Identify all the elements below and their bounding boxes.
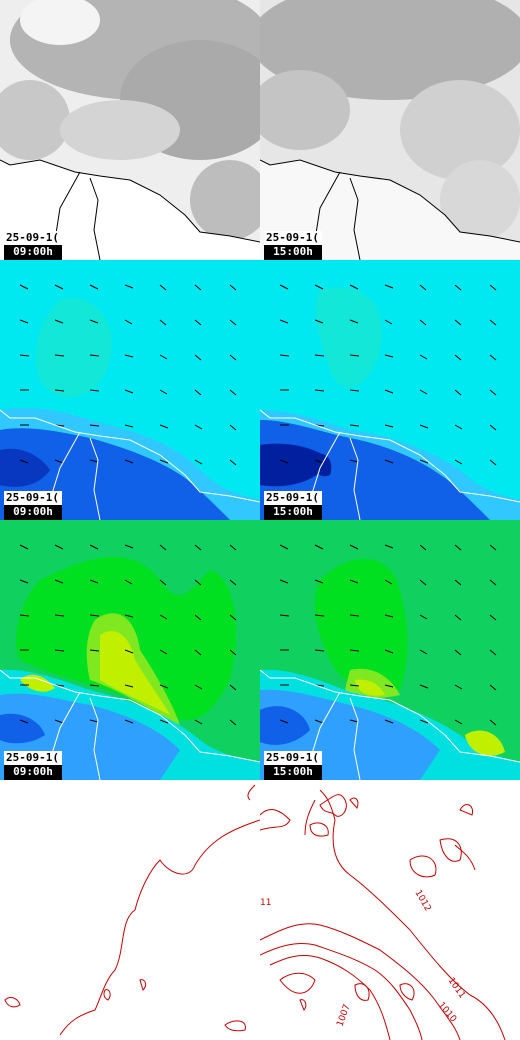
isobar-lines: [260, 789, 506, 1040]
date-label: 25-09-1(: [4, 231, 62, 245]
isobar-map: 11 1012 1011 1010 1007: [260, 780, 520, 1040]
date-label: 25-09-1(: [4, 751, 62, 765]
date-label: 25-09-1(: [264, 491, 322, 505]
time-label: 09:00h: [4, 765, 62, 780]
timestamp: 25-09-1( 09:00h: [4, 751, 62, 780]
time-label: 09:00h: [4, 505, 62, 520]
temp-panel-1500: 25-09-1( 15:00h: [260, 520, 520, 780]
wind-map: [0, 260, 260, 520]
cloud-panel-1500: 25-09-1( 15:00h: [260, 0, 520, 260]
timestamp: 25-09-1( 15:00h: [264, 751, 322, 780]
isobar-panel-right: 11 1012 1011 1010 1007: [260, 780, 520, 1040]
wind-arrows: [279, 284, 497, 466]
timestamp: 25-09-1( 15:00h: [264, 231, 322, 260]
time-label: 15:00h: [264, 245, 322, 260]
isobar-panel-left: [0, 780, 260, 1040]
wind-map: [260, 260, 520, 520]
date-label: 25-09-1(: [264, 751, 322, 765]
temperature-map: [260, 520, 520, 780]
cloud-map: [260, 0, 520, 260]
wind-arrows: [19, 284, 237, 466]
wind-panel-0900: 25-09-1( 09:00h: [0, 260, 260, 520]
timestamp: 25-09-1( 09:00h: [4, 491, 62, 520]
wind-arrows: [279, 544, 497, 726]
cloud-panel-0900: 25-09-1( 09:00h: [0, 0, 260, 260]
time-label: 15:00h: [264, 765, 322, 780]
isobar-lines: [4, 784, 260, 1036]
timestamp: 25-09-1( 15:00h: [264, 491, 322, 520]
time-label: 09:00h: [4, 245, 62, 260]
isobar-map: [0, 780, 260, 1040]
isobar-label: 11: [260, 898, 271, 908]
cloud-map: [0, 0, 260, 260]
timestamp: 25-09-1( 09:00h: [4, 231, 62, 260]
date-label: 25-09-1(: [264, 231, 322, 245]
wind-panel-1500: 25-09-1( 15:00h: [260, 260, 520, 520]
temp-panel-0900: 25-09-1( 09:00h: [0, 520, 260, 780]
date-label: 25-09-1(: [4, 491, 62, 505]
temperature-map: [0, 520, 260, 780]
wind-arrows: [19, 544, 237, 726]
time-label: 15:00h: [264, 505, 322, 520]
